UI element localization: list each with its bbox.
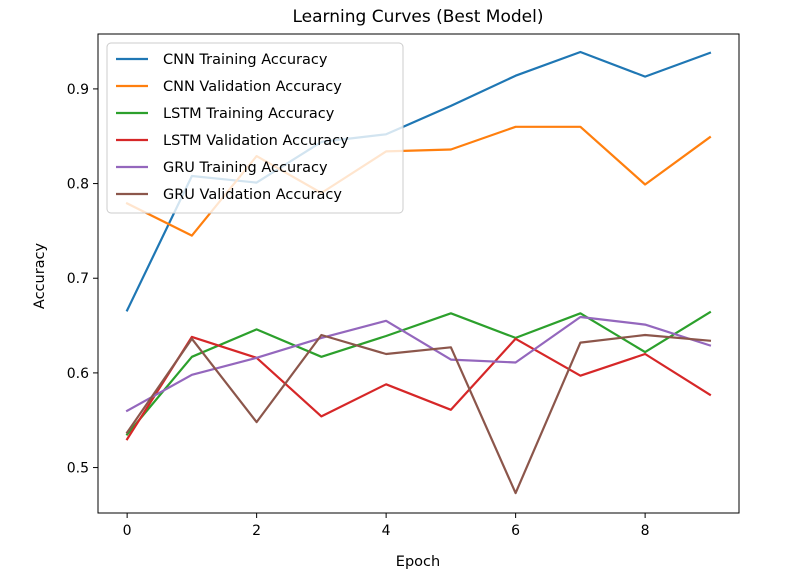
legend-box: [106, 42, 404, 214]
x-tick-label-2: 4: [382, 523, 391, 539]
legend-label-3: LSTM Validation Accuracy: [163, 133, 349, 149]
x-tick-label-0: 0: [123, 523, 132, 539]
series-line-4: [125, 315, 712, 413]
y-tick-label-3: 0.8: [67, 177, 89, 193]
legend-label-1: CNN Validation Accuracy: [163, 79, 342, 95]
legend-label-0: CNN Training Accuracy: [163, 52, 328, 68]
series-line-2: [125, 310, 712, 436]
series-line-3: [125, 335, 712, 441]
legend-label-2: LSTM Training Accuracy: [163, 106, 335, 122]
legend-label-5: GRU Validation Accuracy: [163, 187, 342, 203]
legend: CNN Training Accuracy CNN Validation Accu…: [106, 42, 404, 214]
y-tick-label-0: 0.5: [67, 461, 89, 477]
plot-frame: [97, 33, 740, 514]
series-line-5: [125, 333, 712, 495]
ticks-layer: 0 2 4 6 8 0.5 0.6 0.7 0.8 0.9: [67, 82, 650, 539]
x-tick-label-3: 6: [511, 523, 520, 539]
chart-title: Learning Curves (Best Model): [293, 7, 544, 27]
x-tick-label-4: 8: [641, 523, 650, 539]
y-tick-label-2: 0.7: [67, 271, 89, 287]
y-axis-label: Accuracy: [32, 242, 48, 309]
y-tick-label-4: 0.9: [67, 82, 89, 98]
y-tick-label-1: 0.6: [67, 366, 89, 382]
x-axis-label: Epoch: [396, 554, 440, 570]
x-tick-label-1: 2: [252, 523, 261, 539]
legend-label-4: GRU Training Accuracy: [163, 160, 328, 176]
